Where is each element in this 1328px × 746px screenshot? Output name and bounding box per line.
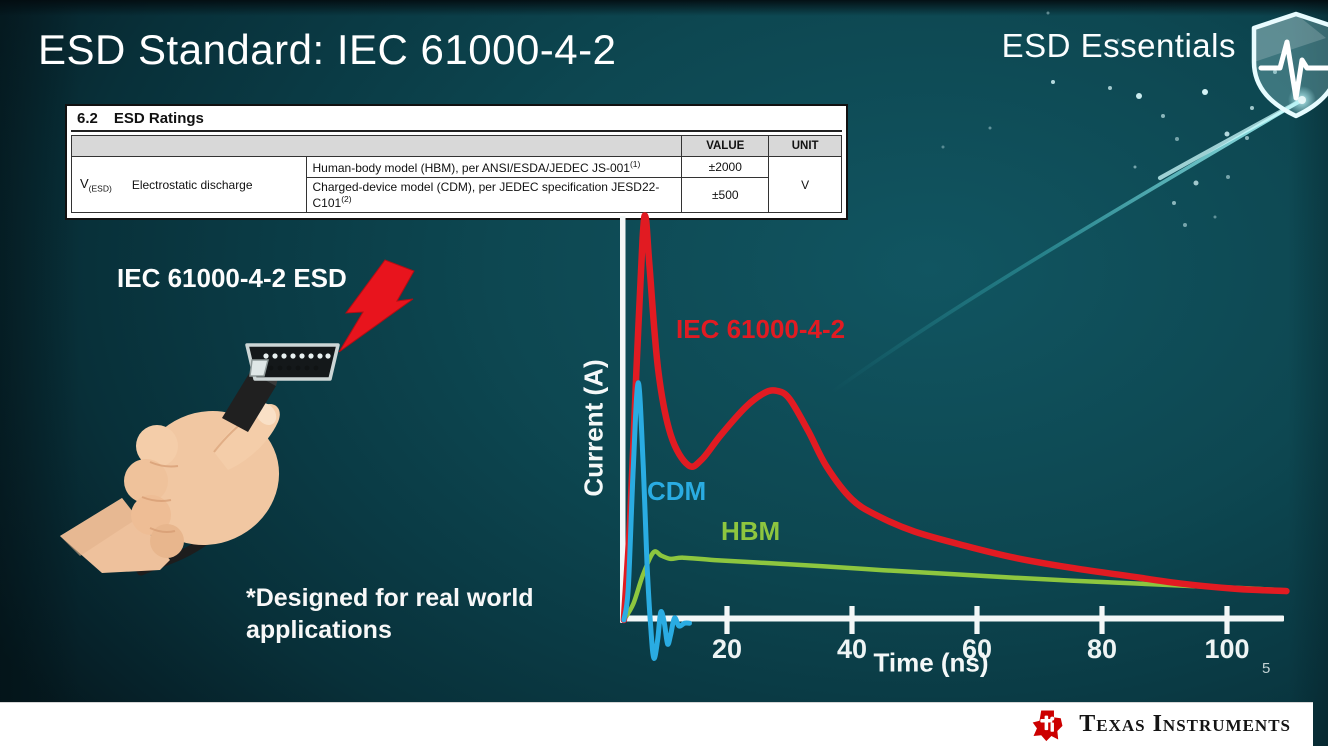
footnote: *Designed for real world applications [246, 584, 534, 644]
x-tick [724, 606, 730, 634]
comet-glow [1288, 86, 1316, 114]
parameter-cell: V(ESD) Electrostatic discharge [71, 156, 307, 213]
texas-instruments-wordmark: Texas Instruments [1079, 711, 1291, 737]
x-tick [849, 606, 855, 634]
x-tick-label: 20 [712, 634, 742, 664]
illustration-label: IEC 61000-4-2 ESD [117, 263, 347, 293]
esd-ratings-table: 6.2 ESD Ratings VALUE UNIT V(ESD) Electro… [65, 104, 848, 220]
table-header-row: VALUE UNIT [70, 135, 842, 157]
hand [124, 403, 280, 558]
heartbeat-pulse-icon [1258, 39, 1328, 101]
table-heading: 6.2 ESD Ratings [71, 109, 842, 132]
unit-column-header: UNIT [768, 135, 842, 157]
value-column-header: VALUE [681, 135, 770, 157]
slide-page-number: 5 [1262, 660, 1271, 677]
section-number: 6.2 [77, 110, 98, 127]
y-axis-label: Current (A) [578, 359, 609, 497]
hbm-description-cell: Human-body model (HBM), per ANSI/ESDA/JE… [305, 156, 683, 178]
x-tick [974, 606, 980, 634]
x-tick-label: 40 [837, 634, 867, 664]
hdmi-plug-body [222, 372, 276, 432]
unit-cell: V [768, 156, 842, 213]
parameter-symbol: V(ESD) [80, 175, 112, 194]
fingernail [255, 403, 277, 425]
x-axis-line [620, 615, 1284, 622]
x-tick-label: 100 [1204, 634, 1249, 664]
wrist [60, 498, 170, 573]
table-row: V(ESD) Electrostatic discharge Human-bod… [71, 156, 842, 213]
texas-instruments-logo-icon [1032, 710, 1063, 741]
parameter-name: Electrostatic discharge [131, 177, 253, 192]
x-tick [1224, 606, 1230, 634]
x-tick [1099, 606, 1105, 634]
series-brand-label: ESD Essentials [1001, 27, 1236, 64]
cdm-value-cell: ±500 [681, 177, 770, 213]
cdm-description-cell: Charged-device model (CDM), per JEDEC sp… [305, 177, 683, 213]
chart-label-iec61000-4-2: IEC 61000-4-2 [676, 314, 846, 344]
table-row: Charged-device model (CDM), per JEDEC sp… [72, 177, 842, 213]
series-curve-CDM [621, 380, 692, 661]
hbm-value-cell: ±2000 [681, 156, 770, 178]
x-axis-label: Time (ns) [873, 647, 989, 678]
page-title: ESD Standard: IEC 61000-4-2 [38, 26, 617, 73]
cable [136, 419, 247, 576]
series-curve-IEC 61000-4-2 [620, 212, 1290, 624]
lightning-bolt-icon [338, 259, 415, 353]
section-title: ESD Ratings [113, 110, 204, 127]
x-tick-label: 80 [1087, 634, 1117, 664]
series-curve-HBM [621, 549, 1286, 623]
comet-streak [830, 98, 1304, 394]
chart-label-hbm: HBM [721, 516, 781, 546]
y-axis-line [620, 216, 626, 623]
footer-bar: Texas Instruments [0, 702, 1313, 746]
hdmi-connector [245, 343, 340, 381]
blank-header-cell [70, 135, 683, 157]
chart-label-cdm: CDM [647, 476, 707, 506]
